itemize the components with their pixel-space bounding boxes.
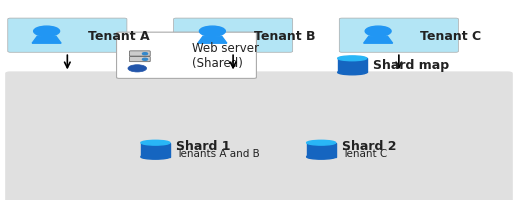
Circle shape — [128, 65, 147, 73]
Bar — [141, 143, 170, 157]
Text: Tenant A: Tenant A — [88, 30, 150, 42]
Text: Shard 1: Shard 1 — [176, 140, 231, 152]
Text: Web server
(Shared): Web server (Shared) — [192, 42, 258, 70]
Ellipse shape — [307, 141, 336, 145]
FancyBboxPatch shape — [174, 19, 293, 53]
FancyBboxPatch shape — [130, 52, 150, 57]
Text: Tenants A and B: Tenants A and B — [176, 148, 260, 158]
Text: Tenant B: Tenant B — [254, 30, 315, 42]
Circle shape — [365, 27, 391, 37]
Ellipse shape — [338, 71, 367, 75]
FancyBboxPatch shape — [8, 19, 127, 53]
Ellipse shape — [141, 141, 170, 145]
Polygon shape — [32, 37, 61, 44]
Text: Shard map: Shard map — [373, 59, 449, 71]
Circle shape — [199, 27, 225, 37]
Text: Tenant C: Tenant C — [342, 148, 387, 158]
Bar — [307, 143, 336, 157]
FancyBboxPatch shape — [339, 19, 458, 53]
Circle shape — [142, 59, 148, 61]
Bar — [338, 59, 367, 73]
FancyBboxPatch shape — [130, 57, 150, 62]
Text: Shard 2: Shard 2 — [342, 140, 396, 152]
FancyBboxPatch shape — [5, 72, 513, 200]
Ellipse shape — [141, 155, 170, 159]
Text: Tenant C: Tenant C — [420, 30, 481, 42]
Polygon shape — [198, 37, 227, 44]
Ellipse shape — [338, 57, 367, 61]
Polygon shape — [364, 37, 393, 44]
Ellipse shape — [307, 155, 336, 159]
FancyBboxPatch shape — [117, 33, 256, 79]
Circle shape — [142, 53, 148, 55]
Circle shape — [34, 27, 60, 37]
